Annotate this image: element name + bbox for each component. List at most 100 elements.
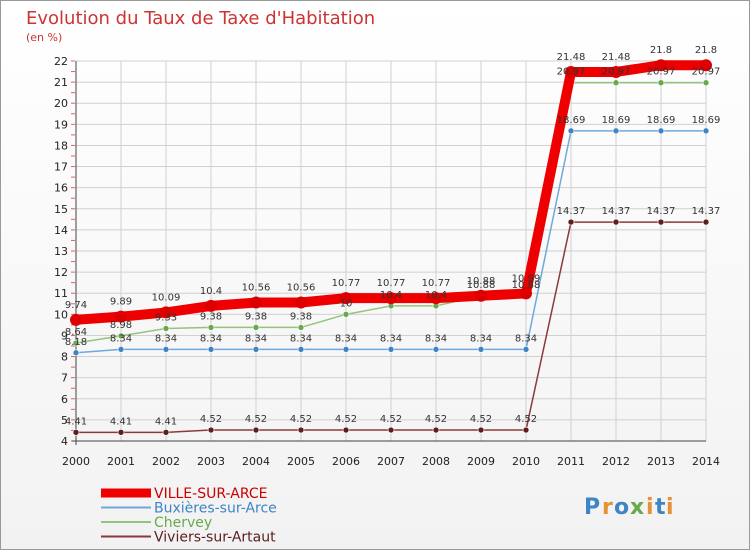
- y-tick-label: 6: [61, 393, 68, 406]
- data-point: [477, 346, 485, 353]
- data-label: 10.88: [467, 280, 496, 291]
- data-label: 10.77: [332, 278, 361, 289]
- data-label: 9.74: [65, 300, 87, 311]
- y-tick-label: 9: [61, 329, 68, 342]
- data-label: 4.41: [155, 416, 177, 427]
- logo-letter: r: [602, 495, 613, 520]
- legend-label: Buxières-sur-Arce: [154, 501, 277, 517]
- x-tick-label: 2009: [467, 455, 495, 468]
- data-label: 4.52: [425, 414, 447, 425]
- x-tick-label: 2012: [602, 455, 630, 468]
- data-label: 8.18: [65, 337, 87, 348]
- data-label: 8.34: [515, 333, 537, 344]
- logo-letter: t: [655, 495, 666, 520]
- logo-letter: i: [666, 495, 674, 520]
- x-tick-label: 2011: [557, 455, 585, 468]
- data-point: [250, 296, 262, 309]
- data-label: 14.37: [602, 206, 631, 217]
- data-label: 20.97: [692, 67, 721, 78]
- series-0-group: [70, 59, 712, 326]
- data-point: [162, 429, 170, 436]
- data-label: 20.97: [602, 67, 631, 78]
- y-tick-label: 10: [54, 308, 68, 321]
- data-point: [115, 310, 127, 323]
- data-point: [702, 218, 710, 226]
- logo-letter: x: [630, 495, 644, 520]
- data-label: 8.34: [200, 333, 222, 344]
- x-tick-label: 2004: [242, 455, 270, 468]
- data-label: 9.38: [245, 311, 267, 322]
- data-point: [297, 426, 305, 434]
- data-point: [297, 346, 305, 353]
- data-label: 4.52: [380, 414, 402, 425]
- data-point: [612, 127, 620, 135]
- data-point: [432, 346, 440, 353]
- y-tick-label: 7: [61, 372, 68, 385]
- data-label: 14.37: [647, 206, 676, 217]
- data-point: [117, 332, 125, 340]
- data-label: 10.56: [287, 283, 316, 294]
- logo-letter: P: [584, 495, 600, 520]
- data-label: 9.89: [110, 297, 132, 308]
- data-label: 10.09: [152, 292, 181, 303]
- data-point: [160, 306, 172, 319]
- y-tick-label: 19: [54, 118, 68, 131]
- data-label: 4.52: [290, 414, 312, 425]
- data-label: 4.52: [245, 414, 267, 425]
- data-point: [72, 349, 80, 357]
- legend-label: VILLE-SUR-ARCE: [154, 486, 267, 502]
- x-tick-label: 2005: [287, 455, 315, 468]
- data-label: 8.34: [245, 333, 267, 344]
- y-tick-label: 14: [54, 224, 68, 237]
- data-point: [162, 325, 170, 332]
- y-tick-label: 21: [54, 76, 68, 89]
- y-tick-label: 16: [54, 182, 68, 195]
- data-point: [702, 79, 710, 87]
- data-point: [295, 296, 307, 309]
- data-point: [342, 346, 350, 353]
- y-tick-label: 20: [54, 97, 68, 110]
- data-point: [72, 339, 80, 347]
- x-tick-label: 2000: [62, 455, 90, 468]
- data-label: 8.34: [470, 333, 492, 344]
- x-tick-label: 2007: [377, 455, 405, 468]
- data-label: 8.34: [110, 333, 132, 344]
- y-tick-label: 15: [54, 203, 68, 216]
- data-point: [207, 426, 215, 434]
- data-point: [385, 292, 397, 305]
- data-label: 21.8: [650, 45, 672, 56]
- series-layer: [70, 59, 712, 436]
- data-point: [340, 292, 352, 305]
- data-point: [522, 426, 530, 434]
- data-point: [432, 426, 440, 434]
- data-point: [657, 79, 665, 87]
- data-label: 8.34: [155, 333, 177, 344]
- chart-title: Evolution du Taux de Taxe d'Habitation: [26, 8, 375, 29]
- data-label: 9.33: [155, 312, 177, 323]
- x-tick-label: 2003: [197, 455, 225, 468]
- data-point: [610, 65, 622, 78]
- y-tick-label: 17: [54, 161, 68, 174]
- x-tick-label: 2001: [107, 455, 135, 468]
- axis-layer: 4 5 6 7 8 9 10 11 12 13 14 15 16 17 18 19 20 21 22 2000 2001…: [54, 55, 720, 468]
- data-point: [207, 324, 215, 331]
- data-label: 18.69: [602, 115, 631, 126]
- data-point: [205, 299, 217, 312]
- x-tick-label: 2002: [152, 455, 180, 468]
- data-label: 4.52: [335, 414, 357, 425]
- data-label: 14.37: [557, 206, 586, 217]
- data-point: [70, 313, 82, 326]
- data-label: 18.69: [557, 115, 586, 126]
- data-point: [567, 218, 575, 226]
- data-label: 4.41: [65, 416, 87, 427]
- data-point: [342, 311, 350, 318]
- data-label: 10.77: [377, 278, 406, 289]
- data-point: [612, 218, 620, 226]
- data-label: 10.56: [242, 283, 271, 294]
- data-label: 10.88: [512, 280, 541, 291]
- data-label: 18.69: [692, 115, 721, 126]
